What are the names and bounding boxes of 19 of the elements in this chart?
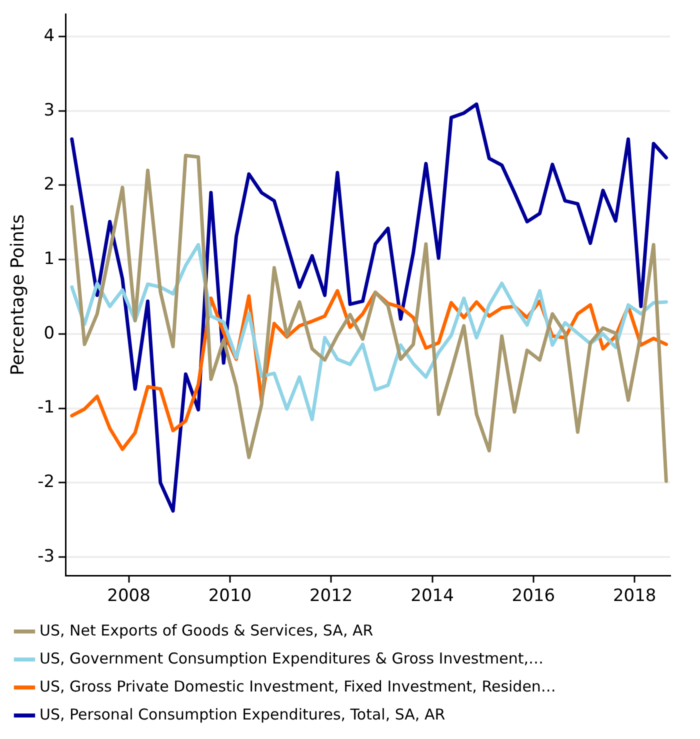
y-tick-label: 1 bbox=[44, 249, 55, 269]
y-tick-label: 2 bbox=[44, 174, 55, 195]
x-tick-label: 2012 bbox=[309, 586, 353, 606]
x-tick-label: 2010 bbox=[208, 586, 252, 606]
y-tick-label: -3 bbox=[38, 546, 55, 566]
y-tick-label: -1 bbox=[38, 398, 55, 418]
y-axis-title: Percentage Points bbox=[7, 214, 28, 376]
legend-label: US, Personal Consumption Expenditures, Total, SA, AR bbox=[40, 705, 446, 724]
legend-label: US, Government Consumption Expenditures & Gross Investment,… bbox=[40, 649, 544, 668]
y-tick-label: -2 bbox=[38, 472, 55, 492]
x-tick-label: 2018 bbox=[612, 586, 656, 606]
y-tick-label: 3 bbox=[44, 100, 55, 120]
x-tick-label: 2016 bbox=[512, 586, 556, 606]
y-tick-label: 0 bbox=[44, 323, 55, 344]
y-tick-label: 4 bbox=[44, 26, 55, 46]
legend-label: US, Net Exports of Goods & Services, SA, AR bbox=[40, 621, 374, 640]
x-tick-label: 2014 bbox=[410, 586, 454, 606]
legend-label: US, Gross Private Domestic Investment, Fixed Investment, Residen… bbox=[40, 677, 556, 696]
x-tick-label: 2008 bbox=[107, 586, 150, 606]
